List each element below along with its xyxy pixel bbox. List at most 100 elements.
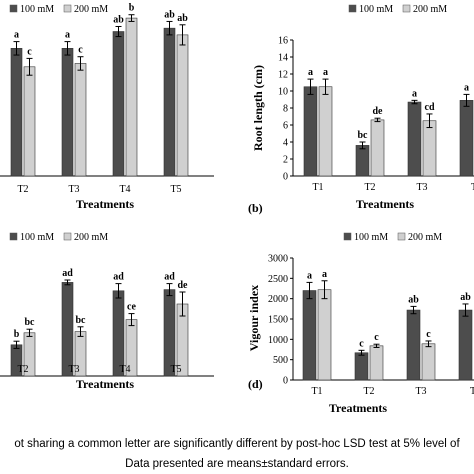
x-tick-label-c-3: T4 [119, 364, 130, 375]
sig-letter-c-t4-1: ce [127, 302, 136, 313]
y-tick-label-b-7: 14 [278, 53, 288, 64]
bar-d-t1-100mm [302, 290, 317, 381]
panel-label-b: (b) [248, 201, 263, 215]
sig-letter-c-t5-1: de [178, 280, 189, 291]
caption-line-2: Data presented are means±standard errors… [125, 458, 349, 470]
y-tick-label-b-3: 6 [283, 121, 288, 132]
sig-letter-a-t5-1: ab [177, 13, 188, 24]
bar-a-t5-100mm [163, 27, 176, 177]
bar-b-t4-100mm [459, 100, 474, 177]
sig-letter-d-t2-0: c [359, 338, 364, 349]
bar-a-t2-200mm [23, 66, 36, 177]
sig-letter-a-t4-1: b [129, 3, 135, 14]
sig-letter-c-t2-0: b [14, 329, 20, 340]
y-tick-label-b-8: 16 [278, 36, 288, 47]
x-tick-label-c-1: T2 [17, 364, 28, 375]
x-tick-label-a-3: T4 [119, 184, 130, 195]
sig-letter-a-t2-0: a [14, 30, 19, 41]
x-tick-label-b-3: T [471, 182, 474, 193]
bar-d-t2-200mm [369, 345, 384, 381]
sig-letter-b-t1-1: a [323, 67, 328, 78]
y-tick-label-d-5: 2500 [268, 274, 288, 285]
sig-letter-c-t3-1: bc [76, 315, 87, 326]
bar-a-t4-100mm [112, 31, 125, 177]
legend-label-200mm-d: 200 mM [408, 232, 442, 243]
legend-label-100mm-a: 100 mM [20, 4, 54, 15]
x-tick-label-b-0: T1 [312, 182, 323, 193]
legend-swatch-100mm-a [9, 4, 18, 13]
sig-letter-c-t3-0: ad [62, 268, 73, 279]
sig-letter-c-t5-0: ad [164, 272, 175, 283]
bar-b-t2-200mm [370, 119, 385, 177]
sig-letter-a-t3-1: c [78, 45, 83, 56]
sig-letter-a-t5-0: ab [164, 9, 175, 20]
y-tick-label-b-1: 2 [283, 155, 288, 166]
x-tick-label-d-3: T [470, 386, 474, 397]
sig-letter-a-t4-0: ab [113, 14, 124, 25]
legend-swatch-200mm-b [402, 4, 411, 13]
bar-b-t1-100mm [303, 86, 318, 177]
legend-swatch-200mm-c [63, 232, 72, 241]
x-tick-label-a-2: T3 [68, 184, 79, 195]
chart-panel-d: 100 mM 200 mM 0 500 1000 1500 2000 2500 3000 Vigo… [247, 232, 474, 415]
y-tick-label-b-4: 8 [283, 104, 288, 115]
x-tick-label-d-2: T3 [415, 386, 426, 397]
caption-line-1: ot sharing a common letter are significa… [14, 438, 460, 450]
x-tick-label-b-2: T3 [416, 182, 427, 193]
y-tick-label-d-6: 3000 [268, 254, 288, 265]
sig-letter-d-t2-1: c [374, 332, 379, 343]
sig-letter-b-t4-0: a [464, 82, 469, 93]
bar-a-t3-100mm [61, 48, 74, 177]
y-axis-title-d: Vigour index [247, 285, 261, 351]
y-tick-label-d-1: 500 [273, 355, 288, 366]
bar-b-t3-100mm [407, 101, 422, 177]
x-axis-title-a: Treatments [76, 197, 135, 211]
bar-a-t3-200mm [74, 63, 87, 177]
y-tick-label-b-6: 12 [278, 70, 288, 81]
y-tick-label-d-2: 1000 [268, 335, 288, 346]
x-axis-title-d: Treatments [329, 401, 388, 415]
legend-label-200mm-a: 200 mM [74, 4, 108, 15]
legend-swatch-200mm-a [63, 4, 72, 13]
bar-b-t3-200mm [422, 120, 437, 177]
sig-letter-d-t4-0: ab [460, 292, 471, 303]
legend-swatch-100mm-d [343, 232, 352, 241]
x-tick-label-a-4: T5 [170, 184, 181, 195]
panel-label-d: (d) [248, 377, 263, 391]
x-tick-label-c-2: T3 [68, 364, 79, 375]
sig-letter-d-t3-1: c [426, 329, 431, 340]
bar-d-t3-200mm [421, 343, 436, 381]
sig-letter-d-t1-1: a [322, 269, 327, 280]
sig-letter-a-t2-1: c [27, 46, 32, 57]
legend-label-100mm-d: 100 mM [354, 232, 388, 243]
y-axis-title-b: Root length (cm) [251, 65, 265, 151]
x-tick-label-b-1: T2 [364, 182, 375, 193]
bar-d-t2-100mm [354, 352, 369, 381]
y-tick-label-d-0: 0 [283, 376, 288, 387]
x-tick-label-d-1: T2 [363, 386, 374, 397]
bar-a-t2-100mm [10, 48, 23, 177]
sig-letter-b-t1-0: a [308, 67, 313, 78]
legend-label-100mm-c: 100 mM [20, 232, 54, 243]
y-tick-label-b-0: 0 [283, 172, 288, 183]
bar-b-t2-100mm [355, 145, 370, 177]
sig-letter-d-t1-0: a [307, 270, 312, 281]
sig-letter-d-t3-0: ab [408, 294, 419, 305]
legend-swatch-100mm-c [9, 232, 18, 241]
bar-a-t5-200mm [176, 34, 189, 177]
y-tick-label-b-2: 4 [283, 138, 288, 149]
legend-swatch-200mm-d [397, 232, 406, 241]
sig-letter-b-t3-0: a [412, 88, 417, 99]
x-tick-label-c-4: T5 [170, 364, 181, 375]
bar-d-t1-200mm [317, 289, 332, 381]
bar-d-t4-100mm [458, 309, 473, 381]
x-axis-title-c: Treatments [76, 377, 135, 391]
sig-letter-c-t4-0: ad [113, 272, 124, 283]
x-tick-label-d-0: T1 [311, 386, 322, 397]
sig-letter-b-t2-1: de [373, 106, 384, 117]
sig-letter-b-t2-0: bc [358, 130, 369, 141]
sig-letter-b-t3-1: cd [425, 102, 435, 113]
sig-letter-c-t2-1: bc [25, 317, 36, 328]
y-tick-label-d-3: 1500 [268, 315, 288, 326]
